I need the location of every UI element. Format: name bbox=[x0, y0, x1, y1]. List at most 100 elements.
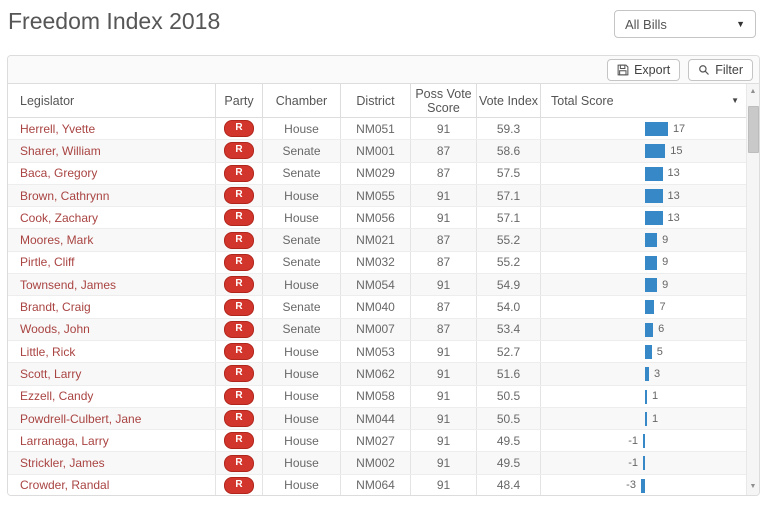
total-score-cell: 17 bbox=[540, 118, 746, 140]
chamber-cell: Senate bbox=[262, 296, 340, 318]
legislator-link[interactable]: Strickler, James bbox=[20, 456, 105, 471]
score-value: -3 bbox=[626, 479, 636, 492]
score-bar bbox=[645, 344, 652, 359]
district-cell: NM040 bbox=[340, 296, 410, 318]
export-button-label: Export bbox=[634, 62, 671, 77]
chamber-cell: House bbox=[262, 118, 340, 140]
chamber-cell: House bbox=[262, 452, 340, 474]
table-row[interactable]: Little, Rick R House NM053 91 52.7 5 bbox=[8, 340, 746, 364]
legislator-cell: Brandt, Craig bbox=[8, 296, 215, 317]
chamber-cell: Senate bbox=[262, 162, 340, 184]
party-cell: R bbox=[215, 251, 262, 274]
filter-button[interactable]: Filter bbox=[688, 58, 753, 81]
table-row[interactable]: Larranaga, Larry R House NM027 91 49.5 -1 bbox=[8, 430, 746, 453]
legislator-cell: Little, Rick bbox=[8, 341, 215, 362]
legislator-cell: Sharer, William bbox=[8, 140, 215, 161]
legislator-link[interactable]: Woods, John bbox=[20, 322, 90, 337]
column-menu-caret-icon[interactable]: ▼ bbox=[731, 95, 739, 105]
legislator-link[interactable]: Ezzell, Candy bbox=[20, 389, 94, 404]
legislator-link[interactable]: Cook, Zachary bbox=[20, 210, 99, 225]
table-row[interactable]: Ezzell, Candy R House NM058 91 50.5 1 bbox=[8, 385, 746, 408]
total-score-cell: 9 bbox=[540, 251, 746, 274]
legislator-link[interactable]: Brandt, Craig bbox=[20, 300, 91, 315]
score-bar bbox=[645, 166, 663, 181]
score-bar bbox=[645, 367, 650, 382]
table-row[interactable]: Pirtle, Cliff R Senate NM032 87 55.2 9 bbox=[8, 251, 746, 275]
legislator-link[interactable]: Townsend, James bbox=[20, 277, 117, 292]
vote-index-cell: 59.3 bbox=[476, 118, 540, 140]
table-row[interactable]: Herrell, Yvette R House NM051 91 59.3 17 bbox=[8, 118, 746, 141]
column-header-district[interactable]: District bbox=[340, 84, 410, 117]
legislator-link[interactable]: Sharer, William bbox=[20, 143, 101, 158]
table-row[interactable]: Strickler, James R House NM002 91 49.5 -1 bbox=[8, 452, 746, 475]
legislator-link[interactable]: Crowder, Randal bbox=[20, 478, 110, 493]
score-bar bbox=[643, 434, 645, 449]
legislator-link[interactable]: Herrell, Yvette bbox=[20, 121, 96, 136]
party-badge: R bbox=[224, 454, 254, 472]
legislator-link[interactable]: Little, Rick bbox=[20, 344, 76, 359]
column-header-chamber[interactable]: Chamber bbox=[262, 84, 340, 117]
score-value: -1 bbox=[628, 434, 638, 447]
export-button[interactable]: Export bbox=[607, 58, 681, 81]
score-value: -1 bbox=[628, 457, 638, 470]
table-row[interactable]: Scott, Larry R House NM062 91 51.6 3 bbox=[8, 363, 746, 386]
legislator-cell: Brown, Cathrynn bbox=[8, 185, 215, 206]
vertical-scrollbar[interactable]: ▲ ▼ bbox=[746, 84, 759, 495]
legislator-link[interactable]: Baca, Gregory bbox=[20, 166, 98, 181]
score-value: 6 bbox=[658, 323, 665, 336]
column-header-legislator[interactable]: Legislator bbox=[20, 93, 75, 108]
filter-button-label: Filter bbox=[715, 62, 743, 77]
score-value: 1 bbox=[652, 390, 659, 403]
legislator-link[interactable]: Powdrell-Culbert, Jane bbox=[20, 411, 142, 426]
score-value: 17 bbox=[672, 122, 686, 135]
table-row[interactable]: Townsend, James R House NM054 91 54.9 9 bbox=[8, 274, 746, 297]
legislator-link[interactable]: Larranaga, Larry bbox=[20, 433, 109, 448]
legislator-link[interactable]: Moores, Mark bbox=[20, 233, 94, 248]
party-cell: R bbox=[215, 430, 262, 452]
column-header-vote-index[interactable]: Vote Index bbox=[476, 84, 540, 117]
party-badge: R bbox=[224, 476, 254, 494]
legislator-cell: Powdrell-Culbert, Jane bbox=[8, 408, 215, 429]
table-row[interactable]: Moores, Mark R Senate NM021 87 55.2 9 bbox=[8, 229, 746, 252]
legislator-link[interactable]: Brown, Cathrynn bbox=[20, 188, 110, 203]
district-cell: NM021 bbox=[340, 229, 410, 251]
table-row[interactable]: Cook, Zachary R House NM056 91 57.1 13 bbox=[8, 207, 746, 230]
scroll-up-icon[interactable]: ▲ bbox=[749, 88, 757, 95]
freedom-index-grid: Export Filter Legislator Party Chamber D… bbox=[7, 55, 760, 496]
table-row[interactable]: Powdrell-Culbert, Jane R House NM044 91 50.5 1 bbox=[8, 407, 746, 431]
legislator-link[interactable]: Scott, Larry bbox=[20, 366, 82, 381]
table-row[interactable]: Brandt, Craig R Senate NM040 87 54.0 7 bbox=[8, 296, 746, 319]
table-row[interactable]: Woods, John R Senate NM007 87 53.4 6 bbox=[8, 318, 746, 341]
chamber-cell: House bbox=[262, 430, 340, 452]
column-header-poss-vote-score[interactable]: Poss Vote Score bbox=[410, 84, 476, 117]
poss-vote-score-cell: 91 bbox=[410, 207, 476, 229]
party-badge: R bbox=[224, 410, 254, 427]
table-row[interactable]: Sharer, William R Senate NM001 87 58.6 15 bbox=[8, 140, 746, 163]
chamber-cell: House bbox=[262, 407, 340, 430]
party-cell: R bbox=[215, 162, 262, 184]
poss-vote-score-cell: 91 bbox=[410, 118, 476, 140]
bills-filter-select[interactable]: All Bills ▼ bbox=[614, 10, 756, 38]
district-cell: NM058 bbox=[340, 385, 410, 407]
total-score-cell: -1 bbox=[540, 452, 746, 474]
legislator-cell: Cook, Zachary bbox=[8, 207, 215, 228]
score-value: 9 bbox=[662, 234, 669, 247]
legislator-cell: Baca, Gregory bbox=[8, 163, 215, 184]
party-badge: R bbox=[224, 387, 254, 405]
column-header-total-score[interactable]: Total Score ▼ bbox=[540, 84, 746, 117]
chamber-cell: House bbox=[262, 274, 340, 296]
district-cell: NM027 bbox=[340, 430, 410, 452]
score-bar bbox=[645, 322, 654, 337]
vote-index-cell: 55.2 bbox=[476, 251, 540, 274]
party-cell: R bbox=[215, 407, 262, 430]
poss-vote-score-cell: 87 bbox=[410, 318, 476, 340]
scrollbar-thumb[interactable] bbox=[748, 106, 759, 153]
scroll-down-icon[interactable]: ▼ bbox=[749, 483, 757, 490]
legislator-link[interactable]: Pirtle, Cliff bbox=[20, 255, 75, 270]
party-badge: R bbox=[224, 253, 254, 271]
table-row[interactable]: Baca, Gregory R Senate NM029 87 57.5 13 bbox=[8, 162, 746, 185]
table-row[interactable]: Brown, Cathrynn R House NM055 91 57.1 13 bbox=[8, 184, 746, 208]
score-bar bbox=[645, 389, 647, 404]
column-header-party[interactable]: Party bbox=[215, 84, 262, 117]
table-row[interactable]: Crowder, Randal R House NM064 91 48.4 -3 bbox=[8, 474, 746, 495]
